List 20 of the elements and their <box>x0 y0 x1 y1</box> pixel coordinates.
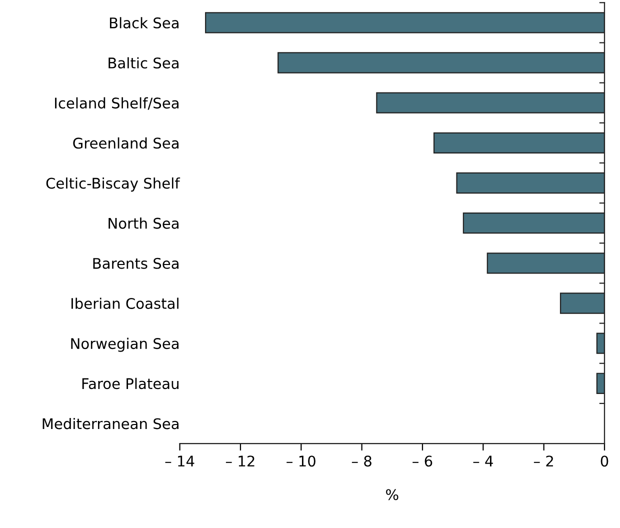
y-tick-label: Iceland Shelf/Sea <box>55 97 178 110</box>
y-tick-label: Faroe Plateau <box>82 378 178 390</box>
y-tick-label: Baltic Sea <box>108 57 178 69</box>
x-tick-label: – 14 <box>165 456 194 466</box>
x-tick-label: – 8 <box>352 456 372 467</box>
y-tick-label: Norwegian Sea <box>71 338 178 352</box>
x-tick-label: 0 <box>600 456 608 467</box>
x-tick-label: – 6 <box>412 456 432 467</box>
y-tick-label: Mediterranean Sea <box>42 418 178 430</box>
y-tick-label: Iberian Coastal <box>71 298 178 309</box>
x-tick-label: – 2 <box>534 456 553 466</box>
y-tick-label: Celtic-Biscay Shelf <box>46 177 180 192</box>
y-tick-label: Greenland Sea <box>73 137 178 149</box>
x-axis-title: % <box>386 489 398 500</box>
y-tick-label: Black Sea <box>110 17 178 28</box>
x-tick-label: – 12 <box>226 456 254 466</box>
y-tick-label: North Sea <box>108 218 178 229</box>
x-tick-label: – 10 <box>286 456 316 467</box>
x-tick-label: – 4 <box>473 456 493 466</box>
y-tick-label: Barents Sea <box>93 258 178 269</box>
